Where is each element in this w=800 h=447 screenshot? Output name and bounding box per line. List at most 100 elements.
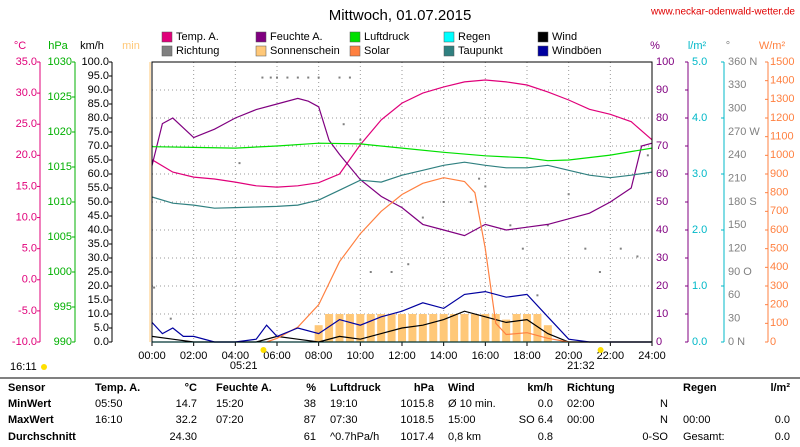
sunshine-bar bbox=[491, 314, 500, 342]
table-cell: N bbox=[660, 414, 668, 426]
table-cell: 00:00 bbox=[683, 414, 711, 426]
legend-label: Wind bbox=[552, 31, 577, 43]
y-tick-label: 240 bbox=[728, 149, 746, 161]
sunshine-bar bbox=[429, 314, 438, 342]
y-tick-label: 2.0 bbox=[692, 224, 707, 236]
direction-dot bbox=[276, 76, 278, 79]
y-tick-label: 1025 bbox=[48, 91, 72, 103]
y-tick-label: 270 W bbox=[728, 126, 760, 138]
sun-time: 21:32 bbox=[567, 360, 595, 372]
sun-marker bbox=[260, 347, 267, 353]
x-tick-label: 12:00 bbox=[388, 350, 416, 362]
direction-dot bbox=[478, 177, 481, 180]
axis-unit: % bbox=[650, 40, 660, 52]
table-cell: °C bbox=[185, 382, 197, 394]
series-line bbox=[151, 310, 652, 343]
direction-dot bbox=[567, 193, 570, 196]
y-tick-label: 25.0 bbox=[88, 266, 109, 278]
direction-dot bbox=[261, 76, 264, 79]
y-tick-label: 1000 bbox=[770, 149, 794, 161]
table-cell: 07:20 bbox=[216, 414, 244, 426]
direction-dot bbox=[421, 216, 424, 219]
sunshine-bar bbox=[439, 314, 448, 342]
y-tick-label: 330 bbox=[728, 79, 746, 91]
table-cell: 0.0 bbox=[538, 398, 553, 410]
y-tick-label: 120 bbox=[728, 243, 746, 255]
y-tick-label: 300 bbox=[770, 280, 788, 292]
y-tick-label: 60 bbox=[728, 289, 740, 301]
sunshine-bar bbox=[460, 314, 469, 342]
sunshine-bar bbox=[387, 314, 396, 342]
legend-label: Regen bbox=[458, 31, 490, 43]
chart-title: Mittwoch, 01.07.2015 bbox=[329, 7, 472, 24]
table-cell: % bbox=[306, 382, 316, 394]
direction-dot bbox=[317, 76, 320, 79]
y-tick-label: 10.0 bbox=[16, 211, 37, 223]
direction-dot bbox=[269, 76, 272, 79]
table-cell: Sensor bbox=[8, 382, 46, 394]
table-cell: 0-SO bbox=[642, 431, 668, 443]
x-tick-label: 20:00 bbox=[555, 350, 583, 362]
direction-dot bbox=[521, 247, 524, 250]
legend-swatch bbox=[349, 45, 361, 57]
x-tick-label: 14:00 bbox=[430, 350, 458, 362]
table-cell: Regen bbox=[683, 382, 717, 394]
direction-dot bbox=[646, 154, 649, 157]
y-tick-label: 30 bbox=[656, 252, 668, 264]
axis-unit: hPa bbox=[48, 40, 68, 52]
y-tick-label: 1005 bbox=[48, 231, 72, 243]
direction-dot bbox=[484, 185, 487, 188]
table-cell: hPa bbox=[414, 382, 435, 394]
table-cell: 19:10 bbox=[330, 398, 358, 410]
y-tick-label: 60 bbox=[656, 168, 668, 180]
y-tick-label: 1400 bbox=[770, 75, 794, 87]
table-cell: 61 bbox=[304, 431, 316, 443]
direction-dot bbox=[238, 162, 241, 165]
y-tick-label: 0.0 bbox=[22, 274, 37, 286]
y-tick-label: 95.0 bbox=[88, 70, 109, 82]
y-tick-label: 100 bbox=[770, 317, 788, 329]
series-line bbox=[151, 142, 653, 162]
y-tick-label: 600 bbox=[770, 224, 788, 236]
x-tick-label: 10:00 bbox=[347, 350, 375, 362]
y-tick-label: 1000 bbox=[48, 266, 72, 278]
y-tick-label: 300 bbox=[728, 103, 746, 115]
y-tick-label: -5.0 bbox=[18, 305, 37, 317]
table-cell: 1015.8 bbox=[400, 398, 434, 410]
direction-dot bbox=[407, 263, 410, 266]
series-line bbox=[151, 79, 653, 188]
legend-swatch bbox=[537, 45, 549, 57]
table-cell: Temp. A. bbox=[95, 382, 140, 394]
axis-unit: °C bbox=[14, 40, 26, 52]
sunshine-bar bbox=[377, 314, 386, 342]
y-tick-label: 15.0 bbox=[16, 180, 37, 192]
sun-marker bbox=[597, 347, 604, 353]
y-tick-label: 0.0 bbox=[692, 336, 707, 348]
axis-unit: l/m² bbox=[688, 40, 707, 52]
legend-swatch bbox=[443, 31, 455, 43]
table-cell: 00:00 bbox=[567, 414, 595, 426]
y-tick-label: 30.0 bbox=[16, 87, 37, 99]
sunshine-bar bbox=[533, 314, 542, 342]
y-tick-label: 90.0 bbox=[88, 84, 109, 96]
table-cell: 07:30 bbox=[330, 414, 358, 426]
legend-label: Solar bbox=[364, 45, 390, 57]
y-tick-label: 150 bbox=[728, 219, 746, 231]
table-cell: 32.2 bbox=[176, 414, 197, 426]
sunshine-bar bbox=[335, 314, 344, 342]
direction-dot bbox=[359, 138, 362, 141]
direction-dot bbox=[338, 76, 341, 79]
y-tick-label: 800 bbox=[770, 187, 788, 199]
y-tick-label: 1010 bbox=[48, 196, 72, 208]
sun-time: 05:21 bbox=[230, 360, 258, 372]
legend-swatch bbox=[443, 45, 455, 57]
y-tick-label: 1.0 bbox=[692, 280, 707, 292]
axis-unit: km/h bbox=[80, 40, 104, 52]
y-tick-label: 50.0 bbox=[88, 196, 109, 208]
y-tick-label: 20.0 bbox=[88, 280, 109, 292]
y-tick-label: 45.0 bbox=[88, 210, 109, 222]
table-cell: 87 bbox=[304, 414, 316, 426]
direction-dot bbox=[636, 255, 639, 258]
table-cell: 15:00 bbox=[448, 414, 476, 426]
